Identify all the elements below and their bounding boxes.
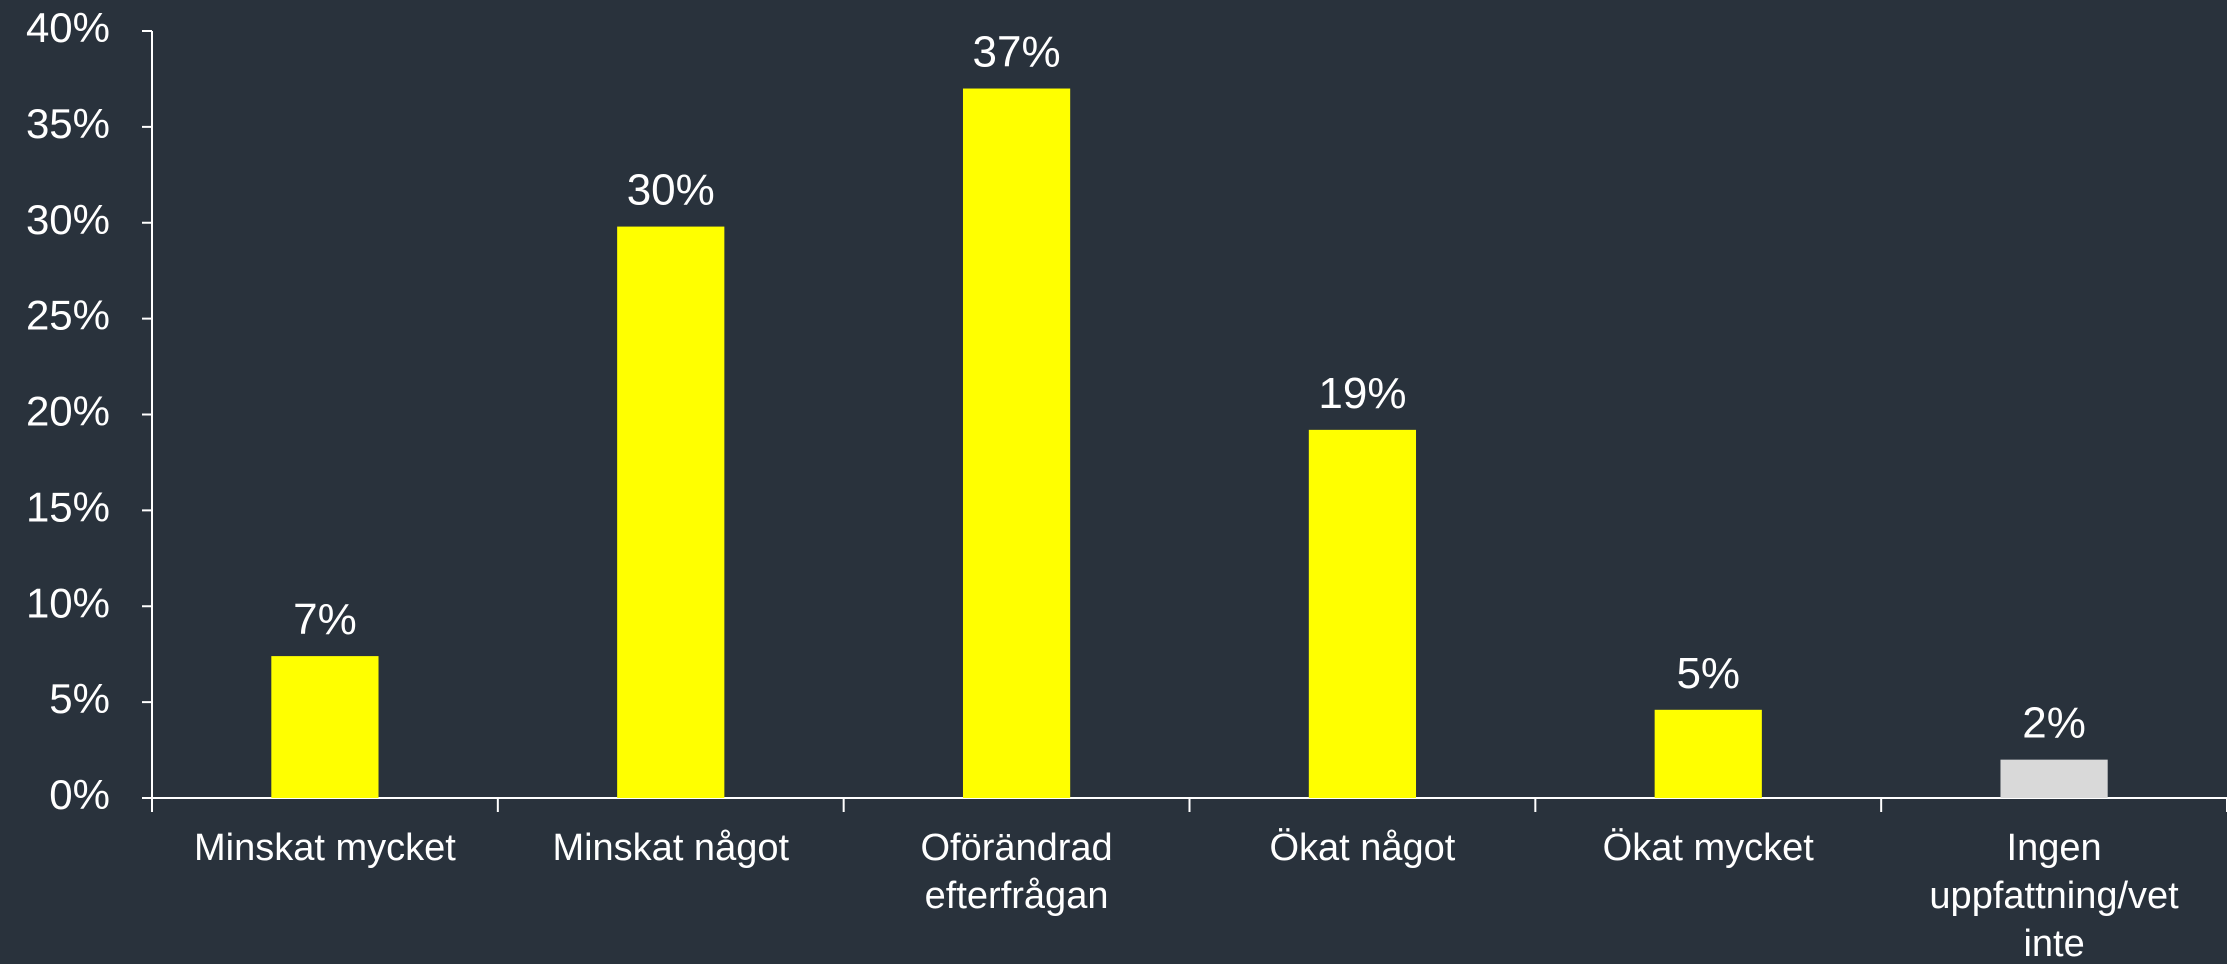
x-tick-label: Ökat något: [1269, 827, 1455, 869]
x-tick-label: Oförändrad efterfrågan: [920, 827, 1112, 917]
data-label: 5%: [1676, 649, 1740, 698]
x-tick-label: Minskat mycket: [194, 827, 456, 869]
y-tick-label: 10%: [26, 579, 110, 626]
bar: [962, 88, 1071, 798]
data-label: 19%: [1318, 369, 1406, 418]
y-tick-label: 15%: [26, 483, 110, 530]
data-label: 37%: [973, 28, 1061, 77]
y-tick-label: 30%: [26, 196, 110, 243]
data-label: 2%: [2022, 699, 2086, 748]
y-tick-label: 35%: [26, 100, 110, 147]
y-tick-label: 25%: [26, 292, 110, 339]
y-tick-label: 40%: [26, 4, 110, 51]
bar: [2000, 759, 2108, 798]
x-tick-label: Ingen uppfattning/vet inte: [1929, 827, 2179, 964]
y-tick-label: 0%: [49, 771, 110, 818]
y-tick-label: 20%: [26, 388, 110, 435]
data-label: 7%: [293, 595, 357, 644]
x-tick-label: Minskat något: [552, 827, 789, 869]
y-tick-label: 5%: [49, 675, 110, 722]
bar: [617, 226, 725, 798]
data-label: 30%: [627, 166, 715, 215]
bar: [1308, 429, 1417, 798]
bar: [1654, 709, 1762, 798]
x-tick-label: Ökat mycket: [1603, 827, 1815, 869]
bar: [271, 656, 379, 798]
